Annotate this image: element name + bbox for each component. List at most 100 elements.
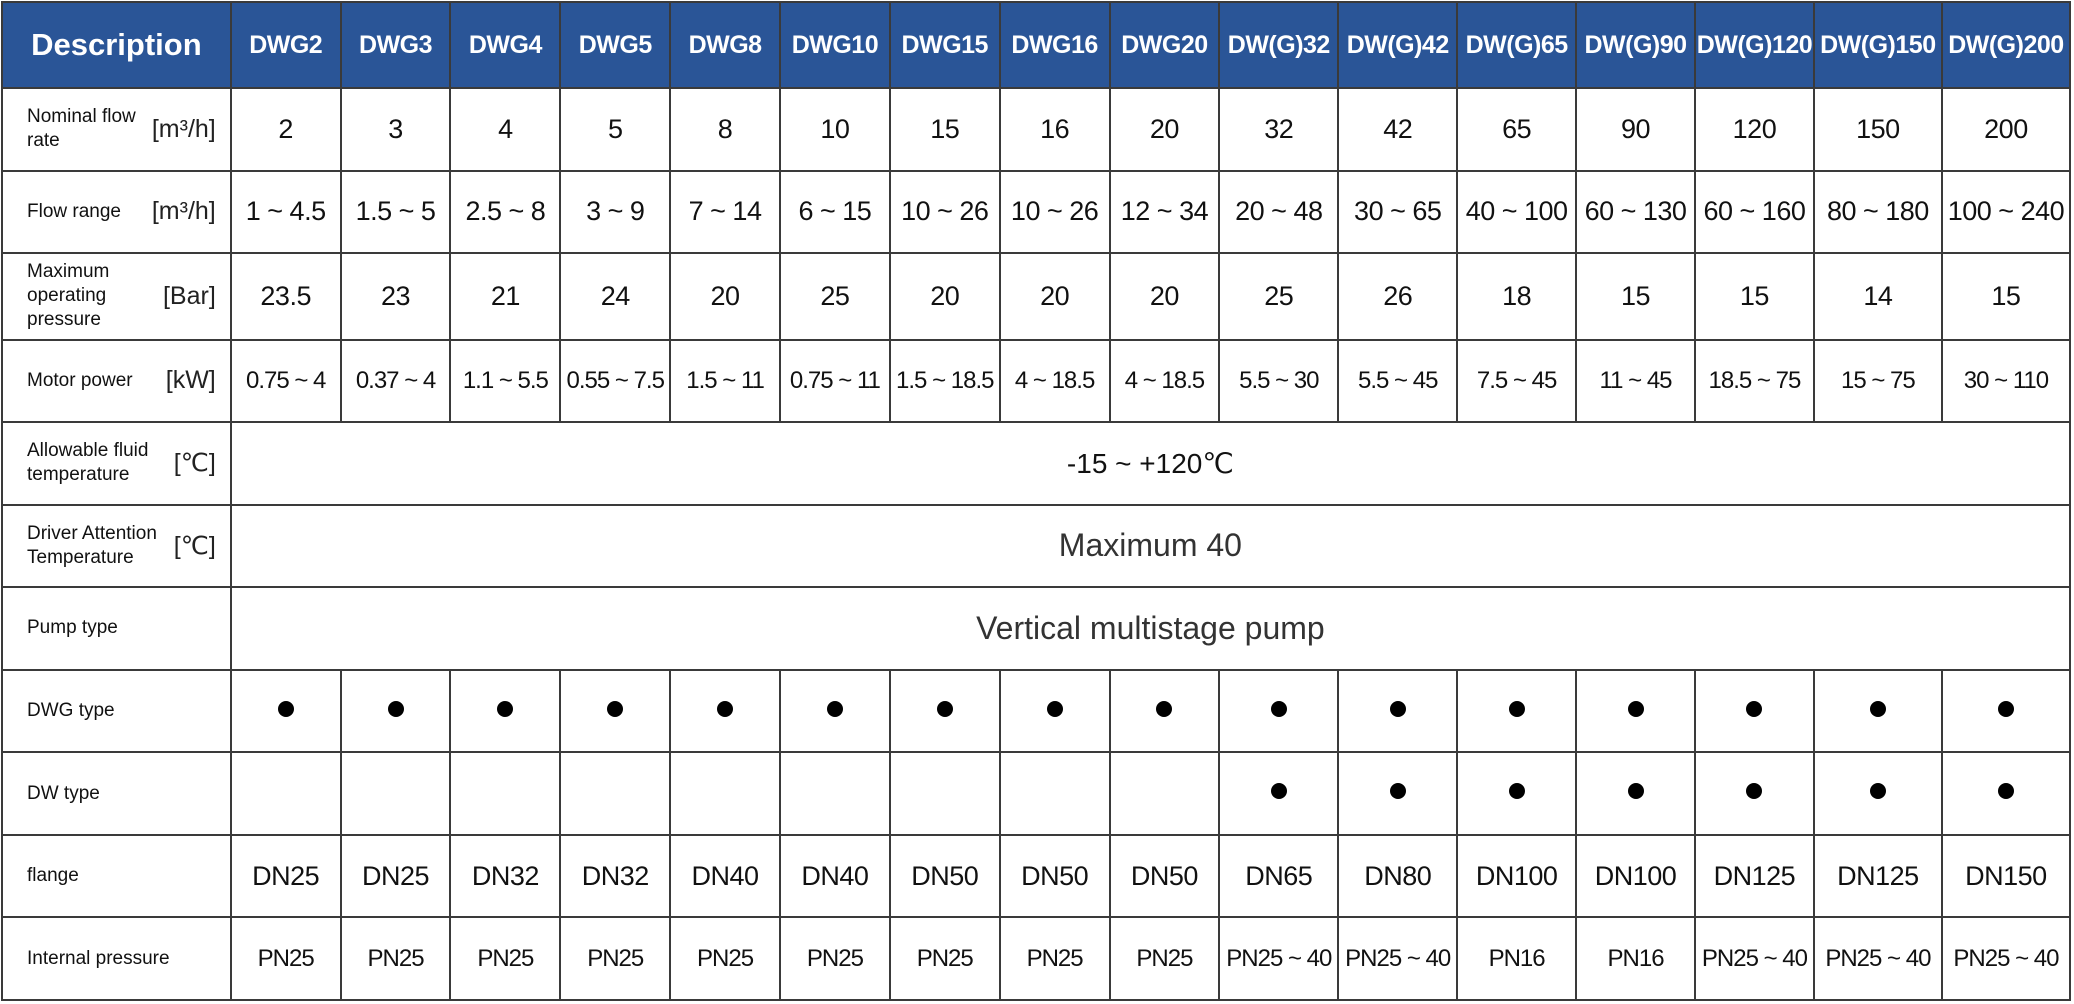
flow-range-cell: 10 ~ 26 [888,169,1001,255]
row-flange: flange DN25 DN25 DN32 DN32 DN40 DN40 DN50 DN50 DN… [1,833,2072,919]
flange-cell: DN50 [888,833,1001,919]
internal-pressure-cell: PN25 [559,916,672,1001]
dw-type-cell [1693,751,1815,836]
motor-power-cell: 0.55 ~ 7.5 [559,338,672,424]
nominal-flow-cell: 16 [998,87,1111,172]
filled-circle-icon [1389,700,1406,717]
filled-circle-icon [1627,783,1644,800]
flow-range-cell: 100 ~ 240 [1940,169,2072,255]
dw-type-cell [1812,751,1943,836]
motor-power-cell: 4 ~ 18.5 [1108,338,1221,424]
max-pressure-label-cell: Maximum operating pressure [Bar] [1,252,232,341]
flange-cell: DN25 [339,833,452,919]
max-pressure-cell: 23 [339,252,452,341]
dwg-type-label-cell: DWG type [1,668,232,754]
dwg-type-cell [778,668,891,754]
motor-power-cell: 4 ~ 18.5 [998,338,1111,424]
internal-pressure-cell: PN25 [998,916,1111,1001]
max-pressure-cell: 20 [669,252,781,341]
max-pressure-cell: 26 [1337,252,1459,341]
dwg-type-cell [669,668,781,754]
max-pressure-cell: 25 [778,252,891,341]
fluid-temp-value: -15 ~ +120℃ [229,421,2072,506]
flange-cell: DN50 [998,833,1111,919]
flow-range-cell: 20 ~ 48 [1218,169,1340,255]
nominal-flow-cell: 15 [888,87,1001,172]
dw-type-cell [339,751,452,836]
motor-power-cell: 1.5 ~ 11 [669,338,781,424]
dw-type-cell [449,751,562,836]
internal-pressure-cell: PN25 ~ 40 [1337,916,1459,1001]
dw-type-cell [778,751,891,836]
nominal-flow-cell: 4 [449,87,562,172]
dwg-type-cell [339,668,452,754]
dw-type-cell [1456,751,1578,836]
flow-range-cell: 3 ~ 9 [559,169,672,255]
flow-range-label: Flow range [27,200,121,222]
flow-range-cell: 10 ~ 26 [998,169,1111,255]
dw-type-cell [1940,751,2072,836]
internal-pressure-cell: PN25 [778,916,891,1001]
motor-power-cell: 18.5 ~ 75 [1693,338,1815,424]
dwg-type-cell [998,668,1111,754]
model-header-dwg32: DW(G)32 [1218,1,1340,89]
model-header-dwg16: DWG16 [998,1,1111,89]
row-dw-type: DW type [1,751,2072,836]
nominal-flow-cell: 2 [229,87,342,172]
dwg-type-cell [1693,668,1815,754]
dwg-type-cell [559,668,672,754]
dw-type-cell [229,751,342,836]
row-pump-type: Pump type Vertical multistage pump [1,586,2072,671]
pump-type-label: Pump type [27,617,118,639]
max-pressure-cell: 15 [1693,252,1815,341]
filled-circle-icon [1746,700,1763,717]
flow-range-label-cell: Flow range [m³/h] [1,169,232,255]
internal-pressure-label-cell: Internal pressure [1,916,232,1001]
max-pressure-cell: 20 [1108,252,1221,341]
dwg-type-cell [449,668,562,754]
flow-range-cell: 2.5 ~ 8 [449,169,562,255]
flow-range-cell: 40 ~ 100 [1456,169,1578,255]
model-header-dwg65: DW(G)65 [1456,1,1578,89]
filled-circle-icon [607,700,624,717]
internal-pressure-cell: PN25 [888,916,1001,1001]
max-pressure-cell: 24 [559,252,672,341]
motor-power-cell: 0.37 ~ 4 [339,338,452,424]
flange-cell: DN32 [449,833,562,919]
flow-range-cell: 1 ~ 4.5 [229,169,342,255]
internal-pressure-cell: PN16 [1575,916,1696,1001]
max-pressure-label: Maximum operating pressure [27,261,110,331]
filled-circle-icon [1997,783,2014,800]
internal-pressure-cell: PN25 ~ 40 [1218,916,1340,1001]
model-header-dwg15: DWG15 [888,1,1001,89]
filled-circle-icon [1869,783,1886,800]
model-header-dwg90: DW(G)90 [1575,1,1696,89]
header-row: Description DWG2 DWG3 DWG4 DWG5 DWG8 DWG10 DWG… [1,1,2072,89]
pump-type-label-cell: Pump type [1,586,232,671]
motor-power-cell: 0.75 ~ 11 [778,338,891,424]
nominal-flow-cell: 90 [1575,87,1696,172]
motor-power-cell: 7.5 ~ 45 [1456,338,1578,424]
nominal-flow-cell: 3 [339,87,452,172]
filled-circle-icon [1508,700,1525,717]
filled-circle-icon [1389,783,1406,800]
nominal-flow-cell: 200 [1940,87,2072,172]
dwg-type-label: DWG type [27,700,115,722]
max-pressure-cell: 14 [1812,252,1943,341]
max-pressure-cell: 21 [449,252,562,341]
flange-cell: DN125 [1693,833,1815,919]
flange-label-cell: flange [1,833,232,919]
filled-circle-icon [1270,700,1287,717]
flange-cell: DN65 [1218,833,1340,919]
row-motor-power: Motor power [kW] 0.75 ~ 4 0.37 ~ 4 1.1 ~ 5.5… [1,338,2072,424]
internal-pressure-cell: PN25 [449,916,562,1001]
row-dwg-type: DWG type [1,668,2072,754]
flange-label: flange [27,865,79,887]
model-header-dwg10: DWG10 [778,1,891,89]
model-header-dwg120: DW(G)120 [1693,1,1815,89]
description-header: Description [1,1,232,89]
motor-power-cell: 5.5 ~ 45 [1337,338,1459,424]
dwg-type-cell [1456,668,1578,754]
